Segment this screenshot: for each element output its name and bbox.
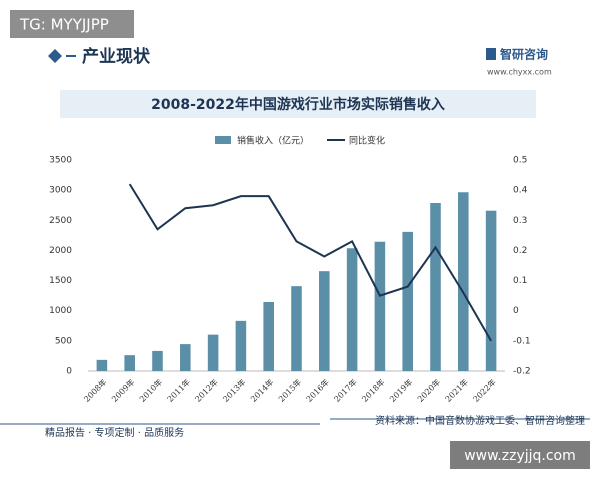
section-icon — [48, 49, 62, 63]
brand-url: www.chyxx.com — [487, 68, 552, 77]
bar — [430, 202, 441, 371]
y2-tick-label: 0.2 — [513, 246, 527, 256]
y-tick-label: 2000 — [49, 246, 72, 256]
y-tick-label: 3000 — [49, 186, 72, 196]
bar — [235, 320, 247, 371]
title-band — [60, 90, 536, 118]
line — [128, 183, 492, 342]
bar — [263, 301, 274, 371]
footer-watermark: www.zzyjjq.com — [464, 448, 576, 464]
bar — [291, 286, 302, 371]
bar — [207, 334, 219, 371]
bar — [152, 350, 163, 371]
bar — [374, 241, 386, 371]
y-tick-label: 2500 — [49, 216, 72, 226]
bar — [96, 359, 108, 371]
watermark: TG: MYYJJPP — [19, 16, 109, 34]
bar — [402, 231, 413, 371]
bar — [458, 192, 469, 371]
bar — [346, 248, 358, 371]
footer-watermark-box — [450, 441, 590, 469]
y-tick-label: 1500 — [49, 276, 72, 286]
source: 资料来源：中国音数协游戏工委、智研咨询整理 — [375, 414, 585, 427]
y2-tick-label: 0.1 — [513, 276, 527, 286]
y-tick-label: 500 — [55, 336, 72, 346]
legend-swatch — [215, 136, 231, 144]
y2-tick-label: 0.5 — [513, 156, 527, 166]
bar — [180, 344, 191, 371]
legend-label: 销售收入（亿元） — [237, 135, 309, 147]
y2-tick-label: 0.3 — [513, 216, 527, 226]
legend-label: 同比变化 — [349, 135, 385, 147]
y2-tick-label: 0.4 — [513, 186, 528, 196]
y2-tick-label: -0.2 — [513, 367, 531, 377]
y2-tick-label: 0 — [513, 306, 519, 316]
y2-tick-label: -0.1 — [513, 336, 531, 346]
section-title: 产业现状 — [82, 46, 151, 67]
chart-title: 2008-2022年中国游戏行业市场实际销售收入 — [151, 96, 445, 113]
bar — [124, 355, 135, 371]
y-tick-label: 3500 — [49, 156, 72, 166]
brand: 智研咨询 — [499, 47, 548, 62]
watermark-box — [10, 10, 134, 38]
brand-logo — [486, 48, 496, 60]
bar — [485, 210, 497, 371]
bar — [319, 271, 330, 371]
slogan: 精品报告 · 专项定制 · 品质服务 — [45, 426, 184, 439]
y-tick-label: 0 — [66, 367, 72, 377]
y-tick-label: 1000 — [49, 306, 72, 316]
